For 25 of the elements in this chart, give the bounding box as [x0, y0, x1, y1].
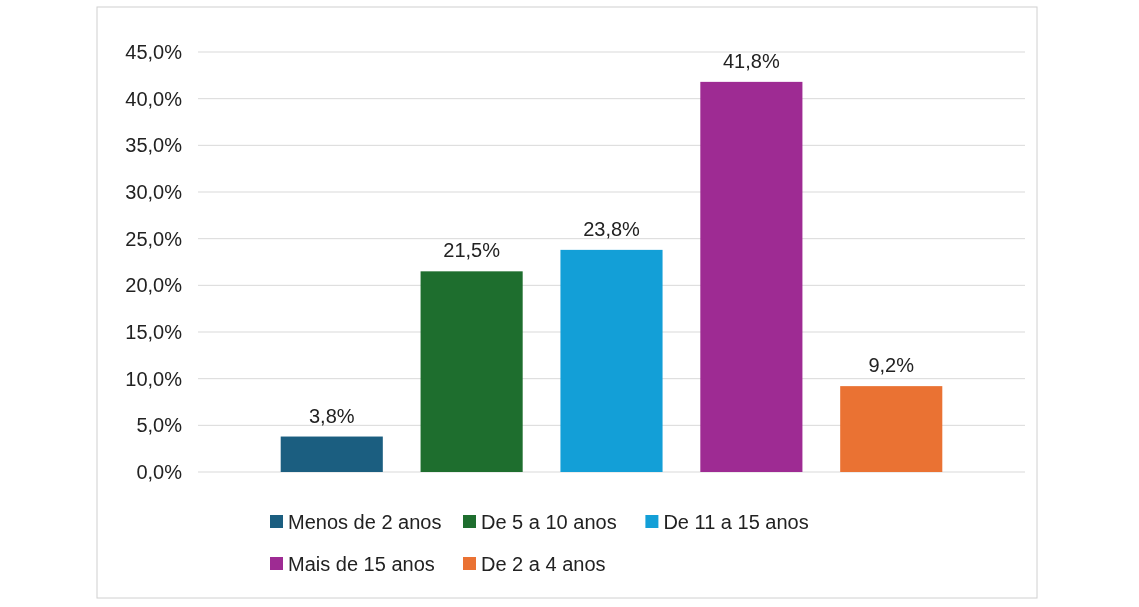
data-label: 9,2%: [868, 354, 915, 377]
legend-label: De 11 a 15 anos: [663, 511, 809, 533]
data-label: 23,8%: [583, 217, 641, 240]
data-label: 3,8%: [308, 404, 355, 427]
legend-label: De 2 a 4 anos: [481, 553, 606, 575]
data-label: 41,8%: [723, 49, 780, 72]
y-tick-label: 0,0%: [136, 461, 183, 483]
y-tick-label: 10,0%: [125, 367, 183, 390]
legend-label: De 5 a 10 anos: [481, 511, 617, 533]
y-tick-label: 45,0%: [125, 41, 183, 63]
bar: [700, 81, 803, 472]
y-tick-label: 20,0%: [125, 274, 183, 297]
data-label: 21,5%: [443, 239, 501, 262]
y-tick-label: 30,0%: [125, 181, 183, 203]
legend-label: Menos de 2 anos: [288, 511, 442, 533]
y-tick-label: 5,0%: [136, 414, 183, 437]
bar: [420, 271, 523, 472]
bar: [280, 436, 383, 472]
bar: [560, 249, 663, 472]
y-tick-label: 35,0%: [125, 134, 183, 157]
y-tick-label: 15,0%: [125, 321, 183, 343]
y-tick-label: 25,0%: [125, 227, 183, 250]
y-tick-label: 40,0%: [125, 87, 183, 110]
bar: [840, 386, 943, 472]
legend-label: Mais de 15 anos: [288, 553, 435, 575]
